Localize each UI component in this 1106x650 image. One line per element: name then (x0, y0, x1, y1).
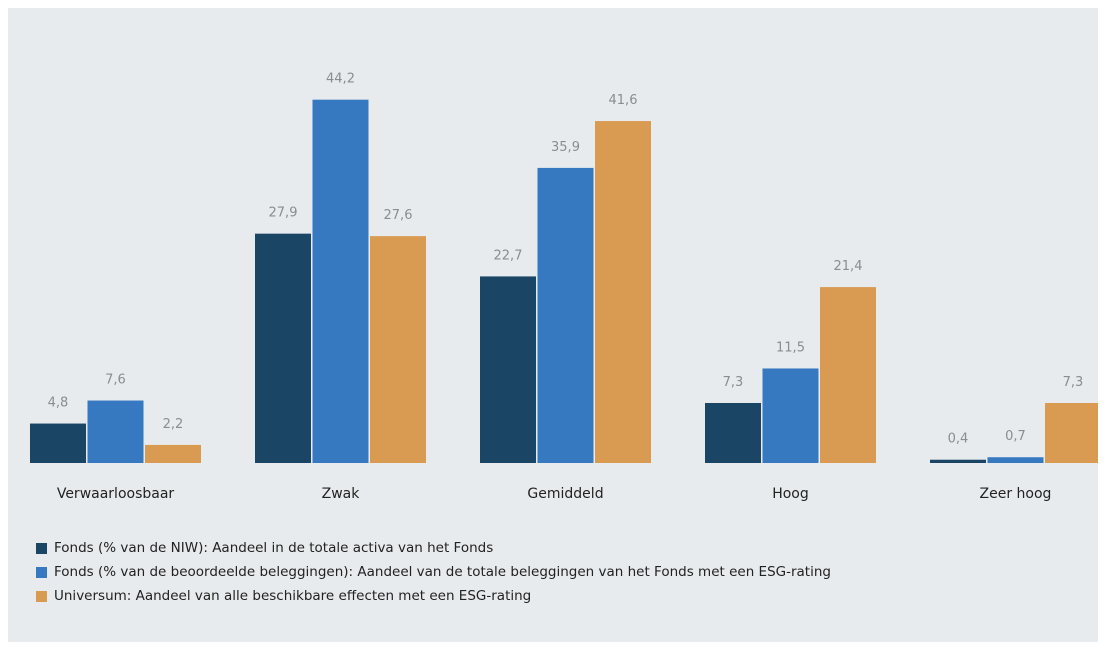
data-label: 35,9 (551, 140, 580, 155)
data-label: 4,8 (48, 396, 69, 411)
bar (480, 276, 536, 463)
data-label: 44,2 (326, 72, 355, 87)
data-label: 7,3 (723, 375, 744, 390)
bars-group (30, 99, 1098, 464)
bar (705, 402, 761, 463)
category-label: Verwaarloosbaar (57, 486, 175, 502)
bar (537, 167, 594, 464)
data-label: 11,5 (776, 340, 805, 355)
data-label: 7,3 (1063, 375, 1084, 390)
legend-label: Fonds (% van de NIW): Aandeel in de tota… (54, 540, 494, 556)
bar (312, 99, 369, 464)
category-label: Hoog (772, 486, 809, 502)
category-labels-group: Verwaarloosbaar Zwak Gemiddeld Hoog Zeer hoo… (57, 486, 1052, 502)
data-label: 27,9 (269, 206, 298, 221)
data-label: 21,4 (834, 259, 863, 274)
bar-chart: 4,8 7,6 2,2 27,9 44,2 27,6 22,7 35,9 41,6 7,3 11,5… (30, 72, 1098, 502)
bar (87, 400, 144, 463)
category-label: Gemiddeld (527, 486, 603, 502)
legend-item: Fonds (% van de beoordeelde beleggingen)… (36, 560, 831, 584)
bar (1045, 402, 1098, 463)
data-label: 7,6 (105, 373, 126, 388)
data-label: 2,2 (163, 417, 184, 432)
bar (820, 287, 876, 463)
bar (145, 444, 201, 463)
category-label: Zeer hoog (980, 486, 1052, 502)
category-label: Zwak (322, 486, 361, 502)
data-label: 0,4 (948, 432, 969, 447)
data-label: 22,7 (494, 248, 523, 263)
legend-item: Universum: Aandeel van alle beschikbare … (36, 584, 831, 608)
legend-swatch (36, 542, 47, 554)
data-label: 0,7 (1005, 429, 1026, 444)
legend: Fonds (% van de NIW): Aandeel in de tota… (36, 536, 831, 608)
legend-label: Universum: Aandeel van alle beschikbare … (54, 588, 532, 604)
bar (930, 459, 986, 463)
chart-panel: 4,8 7,6 2,2 27,9 44,2 27,6 22,7 35,9 41,6 7,3 11,5… (8, 8, 1098, 642)
bar (595, 121, 651, 463)
bar (987, 457, 1044, 463)
bar (762, 368, 819, 463)
legend-label: Fonds (% van de beoordeelde beleggingen)… (54, 564, 831, 580)
legend-swatch (36, 590, 47, 602)
bar (30, 423, 86, 463)
data-label: 41,6 (609, 93, 638, 108)
bar (255, 233, 311, 463)
legend-item: Fonds (% van de NIW): Aandeel in de tota… (36, 536, 831, 560)
legend-swatch (36, 566, 47, 578)
data-label: 27,6 (384, 208, 413, 223)
bar-labels-group: 4,8 7,6 2,2 27,9 44,2 27,6 22,7 35,9 41,6 7,3 11,5… (48, 72, 1084, 447)
bar (370, 236, 426, 463)
